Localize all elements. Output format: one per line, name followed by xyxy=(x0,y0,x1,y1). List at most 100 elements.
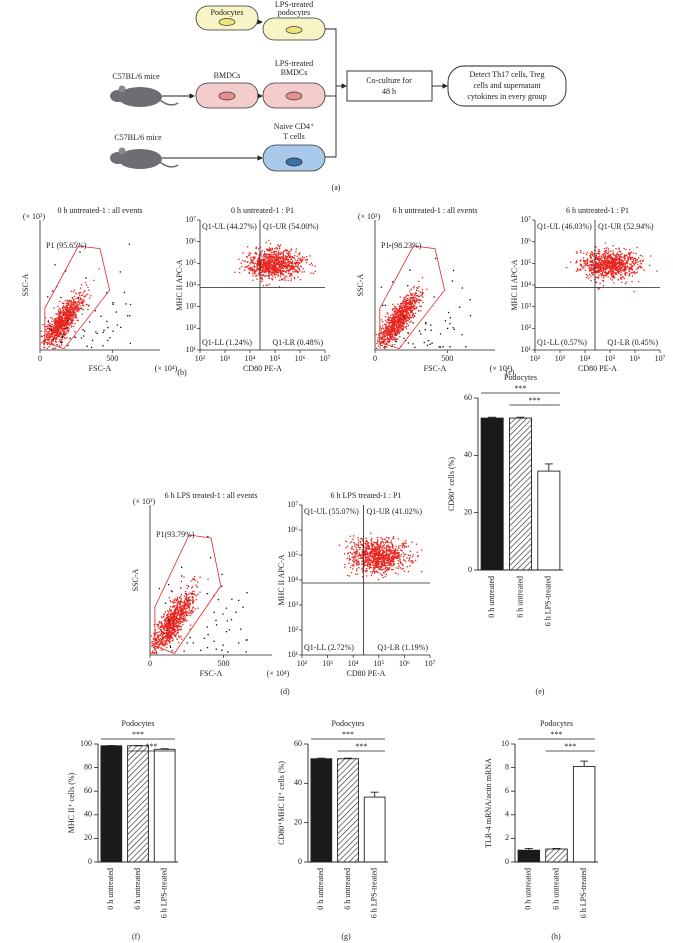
event-dot xyxy=(68,328,70,330)
event-dot xyxy=(163,614,165,616)
event-dot xyxy=(595,261,597,263)
event-dot xyxy=(179,607,181,609)
event-dot xyxy=(281,265,283,267)
event-dot xyxy=(393,562,395,564)
x-tick-label: 500 xyxy=(106,354,118,363)
event-dot xyxy=(180,623,182,625)
event-dot xyxy=(605,267,607,269)
event-dot xyxy=(185,591,187,593)
event-dot xyxy=(106,321,108,323)
event-dot xyxy=(173,622,175,624)
event-dot xyxy=(412,317,414,319)
event-dot xyxy=(617,252,619,254)
event-dot xyxy=(55,341,57,343)
event-dot xyxy=(433,296,435,298)
event-dot xyxy=(378,345,380,347)
event-dot xyxy=(566,267,568,269)
event-dot xyxy=(402,313,404,315)
event-dot xyxy=(250,257,252,259)
y-tick-label: 10³ xyxy=(521,301,532,310)
event-dot xyxy=(192,601,194,603)
event-dot xyxy=(85,295,87,297)
event-dot xyxy=(258,269,260,271)
event-dot xyxy=(87,309,89,311)
event-dot xyxy=(403,310,405,312)
panel-caption: (h) xyxy=(551,932,561,941)
event-dot xyxy=(80,287,82,289)
event-dot xyxy=(176,618,178,620)
event-dot xyxy=(421,294,423,296)
event-dot xyxy=(598,275,600,277)
event-dot xyxy=(48,331,50,333)
event-dot xyxy=(159,631,161,633)
event-dot xyxy=(200,650,202,652)
event-dot xyxy=(73,315,75,317)
event-dot xyxy=(612,245,614,247)
event-dot xyxy=(270,250,272,252)
event-dot xyxy=(156,639,158,641)
x-axis-label: CD80 PE-A xyxy=(243,364,282,373)
event-dot xyxy=(47,336,49,338)
event-dot xyxy=(426,289,428,291)
event-dot xyxy=(184,615,186,617)
event-dot xyxy=(265,242,267,244)
event-dot xyxy=(260,275,262,277)
event-dot xyxy=(227,651,229,653)
event-dot xyxy=(163,627,165,629)
event-dot xyxy=(186,608,188,610)
event-dot xyxy=(213,641,215,643)
event-dot xyxy=(170,647,172,649)
event-dot xyxy=(52,290,54,292)
event-dot xyxy=(189,604,191,606)
event-dot xyxy=(587,263,589,265)
event-dot xyxy=(61,344,63,346)
event-dot xyxy=(170,606,172,608)
event-dot xyxy=(248,268,250,270)
event-dot xyxy=(590,268,592,270)
event-dot xyxy=(54,323,56,325)
event-dot xyxy=(52,331,54,333)
event-dot xyxy=(265,275,267,277)
event-dot xyxy=(164,640,166,642)
event-dot xyxy=(650,255,652,257)
event-dot xyxy=(302,256,304,258)
event-dot xyxy=(71,318,73,320)
event-dot xyxy=(604,252,606,254)
event-dot xyxy=(392,334,394,336)
event-dot xyxy=(176,626,178,628)
event-dot xyxy=(221,585,223,587)
event-dot xyxy=(193,611,195,613)
event-dot xyxy=(282,263,284,265)
event-dot xyxy=(402,308,404,310)
event-dot xyxy=(159,641,161,643)
event-dot xyxy=(267,261,269,263)
event-dot xyxy=(206,593,208,595)
event-dot xyxy=(159,622,161,624)
event-dot xyxy=(175,631,177,633)
event-dot xyxy=(407,308,409,310)
event-dot xyxy=(244,267,246,269)
event-dot xyxy=(643,269,645,271)
event-dot xyxy=(168,621,170,623)
event-dot xyxy=(74,296,76,298)
event-dot xyxy=(74,323,76,325)
event-dot xyxy=(413,304,415,306)
quadrant-label: Q1-LR (0.45%) xyxy=(607,338,658,347)
event-dot xyxy=(184,603,186,605)
panel-caption: (g) xyxy=(341,932,351,941)
y-tick-label: 10³ xyxy=(186,301,197,310)
node-label: BMDCs xyxy=(214,71,241,80)
event-dot xyxy=(169,608,171,610)
event-dot xyxy=(409,269,411,271)
y-tick-label: 10² xyxy=(186,323,197,332)
x-tick-label: 10⁵ xyxy=(270,354,281,363)
event-dot xyxy=(580,250,582,252)
event-dot xyxy=(66,332,68,334)
event-dot xyxy=(628,257,630,259)
event-dot xyxy=(381,319,383,321)
event-dot xyxy=(410,317,412,319)
event-dot xyxy=(418,302,420,304)
event-dot xyxy=(229,629,231,631)
event-dot xyxy=(250,261,252,263)
event-dot xyxy=(155,647,157,649)
